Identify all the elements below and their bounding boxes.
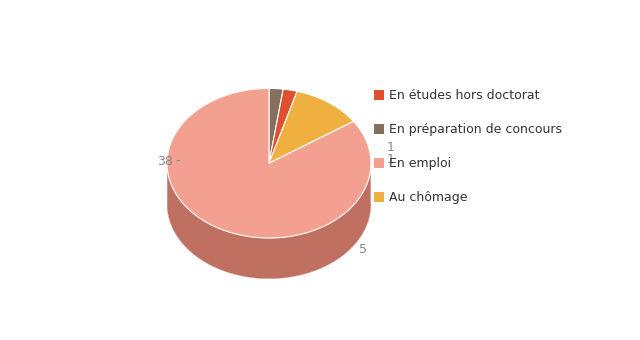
Text: En emploi: En emploi: [389, 157, 451, 170]
Text: 5: 5: [358, 243, 367, 256]
Bar: [374, 158, 384, 168]
Polygon shape: [167, 204, 371, 279]
Polygon shape: [269, 91, 353, 163]
Text: 1: 1: [387, 153, 394, 166]
Polygon shape: [269, 89, 297, 163]
Text: En préparation de concours: En préparation de concours: [389, 123, 562, 136]
Bar: [374, 90, 384, 100]
Text: Au chômage: Au chômage: [389, 191, 467, 204]
Polygon shape: [167, 161, 371, 279]
Bar: [374, 192, 384, 202]
Text: 38: 38: [157, 155, 173, 168]
Polygon shape: [167, 88, 371, 238]
Bar: [374, 124, 384, 134]
Text: 1: 1: [387, 141, 394, 154]
Polygon shape: [269, 88, 283, 163]
Text: En études hors doctorat: En études hors doctorat: [389, 89, 540, 102]
